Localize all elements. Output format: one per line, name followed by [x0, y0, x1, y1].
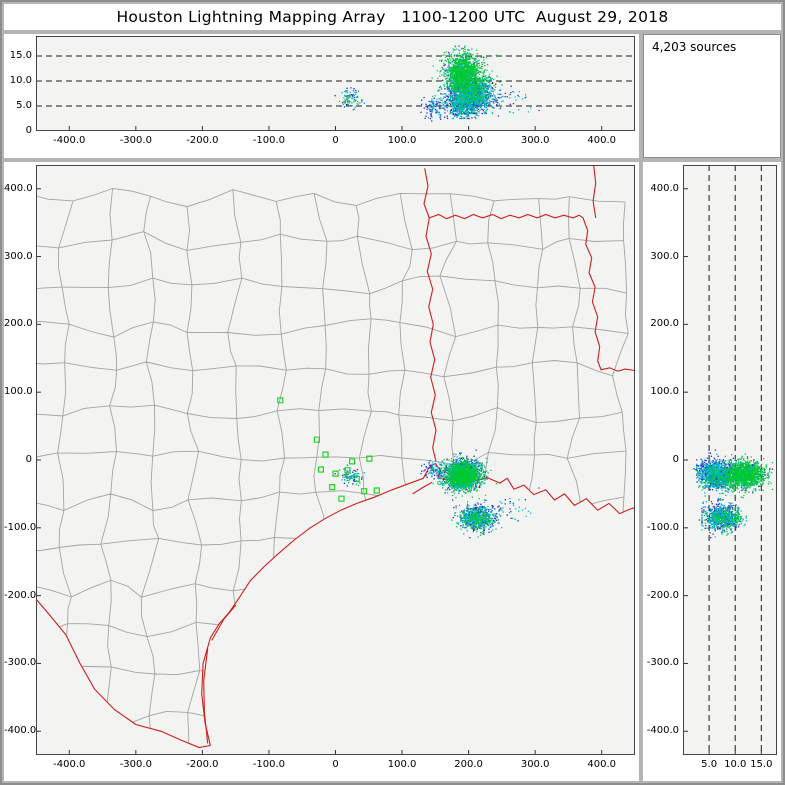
tick-label: 300.0	[650, 250, 679, 262]
tick-label: -400.0	[53, 135, 86, 146]
ne-state-border	[582, 217, 635, 372]
tick-label: 10.0	[724, 759, 747, 770]
sources-count-label: 4,203 sources	[652, 40, 737, 54]
tick-label: -400.0	[646, 725, 679, 737]
tick-label: -200.0	[186, 759, 219, 770]
tick-label: 5.0	[701, 759, 718, 770]
tick-label: 10.0	[9, 75, 32, 86]
tick-label: -200.0	[186, 135, 219, 146]
tick-label: 15.0	[750, 759, 773, 770]
tick-label: -100.0	[252, 759, 286, 770]
tick-label: 0	[25, 454, 32, 465]
red-river-border	[429, 213, 584, 220]
barrier-island-south	[203, 648, 209, 744]
plot-canvas	[683, 165, 777, 755]
galveston-island	[412, 481, 433, 495]
sources-count-panel: 4,203 sources	[643, 34, 781, 158]
tick-label: 400.0	[587, 759, 617, 770]
ns-altitude-panel: 400.0 300.0 200.0 100.0 0 -100.0 -200.0 -300.0 -…	[643, 162, 781, 781]
title-bar: Houston Lightning Mapping Array 1100-120…	[4, 4, 781, 30]
tick-label: 100.0	[650, 386, 679, 398]
plan-view-panel: -400.0 -300.0 -200.0 -100.0 0 100.0 200.0 300.0…	[4, 162, 639, 781]
tick-label: 100.0	[4, 386, 33, 398]
tick-label: -300.0	[4, 657, 37, 669]
tick-label: 15.0	[9, 50, 32, 61]
tick-label: 300.0	[4, 250, 33, 262]
tick-label: 300.0	[520, 759, 550, 770]
ew-altitude-panel: 15.0 10.0 5.0 0 -400.0 -300.0 -200.0 -100.0 0 100…	[4, 34, 639, 158]
plan-view-map-plot	[36, 165, 635, 755]
tick-label: -100.0	[252, 135, 286, 146]
tick-label: 400.0	[587, 135, 617, 146]
ne-border-vertical	[592, 165, 597, 218]
tick-label: -100.0	[4, 521, 37, 533]
tick-label: 0	[25, 125, 32, 136]
tick-label: 200.0	[454, 759, 483, 770]
plot-canvas	[36, 36, 635, 131]
tick-label: 100.0	[387, 135, 417, 146]
plot-canvas	[36, 165, 635, 755]
tick-label: 200.0	[650, 318, 679, 330]
state-border-vertical	[423, 168, 437, 462]
tick-label: 0	[332, 759, 339, 770]
lightning-sources-green	[343, 453, 503, 536]
tick-label: -300.0	[119, 135, 152, 146]
tick-label: -200.0	[646, 589, 679, 601]
tick-label: -200.0	[4, 589, 37, 601]
lightning-sources-green	[696, 453, 774, 536]
rio-grande-border	[36, 598, 211, 749]
tick-label: -300.0	[119, 759, 152, 770]
lightning-sources-green	[343, 45, 503, 120]
tick-label: 5.0	[16, 100, 32, 111]
tick-label: -300.0	[646, 657, 679, 669]
tick-label: -100.0	[646, 521, 679, 533]
tick-label: 400.0	[4, 182, 33, 194]
tick-label: 0	[332, 135, 339, 146]
page-title: Houston Lightning Mapping Array 1100-120…	[116, 8, 669, 26]
barrier-island-central	[211, 604, 237, 641]
tick-label: 0	[672, 454, 679, 465]
tick-label: 200.0	[454, 135, 483, 146]
tick-label: 400.0	[650, 182, 679, 194]
tick-label: 100.0	[387, 759, 417, 770]
tick-label: 200.0	[4, 318, 33, 330]
tick-label: 300.0	[520, 135, 550, 146]
tick-label: -400.0	[4, 725, 37, 737]
ns-altitude-plot	[683, 165, 777, 755]
ew-altitude-plot	[36, 36, 635, 131]
tick-label: -400.0	[53, 759, 86, 770]
